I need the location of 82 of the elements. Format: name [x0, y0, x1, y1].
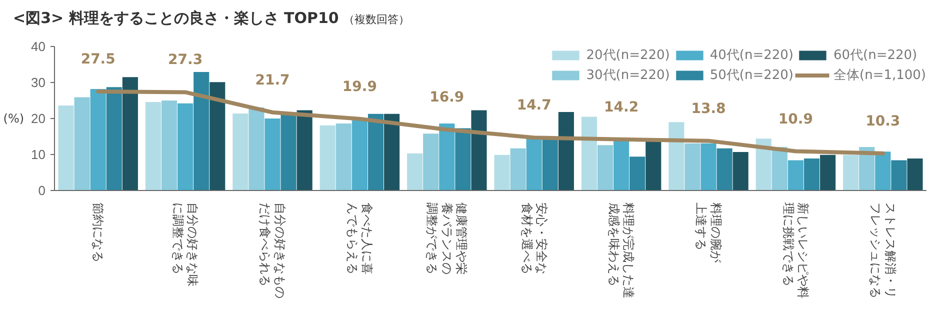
- bar: [630, 156, 646, 190]
- x-tick-label: 節約になる: [91, 202, 106, 262]
- bar: [280, 114, 296, 190]
- bar: [700, 143, 716, 190]
- bar: [843, 154, 859, 190]
- bar: [756, 138, 772, 190]
- y-tick-label: 0: [38, 183, 46, 198]
- bar: [264, 118, 280, 190]
- bar: [423, 134, 439, 190]
- bar: [526, 139, 542, 190]
- bar: [336, 124, 352, 190]
- x-tick-label: 料理の腕が上達する: [694, 202, 723, 264]
- data-label: 21.7: [255, 72, 290, 88]
- bar: [804, 158, 820, 190]
- bar: [106, 87, 122, 190]
- bar: [178, 103, 194, 190]
- bar: [542, 139, 558, 190]
- legend-label: 30代(n=220): [586, 67, 670, 84]
- bar: [820, 154, 836, 190]
- text: (%): [3, 112, 24, 126]
- x-tick-label: 自分の好きなものだけ食べられる: [258, 202, 287, 298]
- bar: [296, 110, 312, 190]
- data-label: 27.3: [168, 52, 203, 68]
- bar: [614, 140, 630, 190]
- bar: [384, 114, 400, 190]
- legend-label: 50代(n=220): [710, 67, 794, 84]
- bar: [145, 102, 161, 190]
- data-label: 13.8: [691, 100, 726, 117]
- bar: [122, 77, 138, 190]
- bar: [439, 124, 455, 190]
- bar: [407, 153, 423, 190]
- y-tick-label: 40: [31, 39, 46, 54]
- bar: [471, 110, 487, 190]
- bar: [194, 72, 210, 190]
- bar: [510, 148, 526, 190]
- x-tick-label: 料理が完成した達成感を味わえる: [606, 202, 636, 298]
- y-tick-label: 10: [31, 147, 46, 162]
- bar: [74, 97, 90, 190]
- legend-label: 60代(n=220): [834, 47, 918, 64]
- chart-subtitle: （複数回答）: [344, 13, 410, 26]
- bar: [684, 143, 700, 190]
- data-label: 10.3: [866, 113, 900, 130]
- bar: [455, 128, 471, 190]
- legend-label: 全体(n=1,100): [834, 67, 926, 84]
- x-tick-label: 安心・安全な食材を選べる: [520, 202, 548, 274]
- x-tick-label: 新しいレシピや料理に挑戦できる: [781, 202, 810, 298]
- bar: [668, 122, 684, 190]
- x-tick-label: 健康管理や栄養バランスの調整ができる: [425, 202, 469, 274]
- legend-label: 40代(n=220): [710, 47, 794, 64]
- bar: [558, 112, 574, 190]
- bar: [875, 152, 891, 190]
- bar: [161, 100, 178, 190]
- bar: [248, 107, 264, 190]
- data-label: 27.5: [80, 52, 116, 68]
- bar: [58, 106, 74, 190]
- bar: [581, 116, 597, 190]
- bar: [907, 158, 923, 190]
- chart-title: <図3> 料理をすることの良さ・楽しさ TOP10: [13, 9, 339, 27]
- data-label: 16.9: [430, 90, 464, 106]
- bar: [646, 142, 662, 190]
- bar: [232, 113, 248, 190]
- x-tick-label: ストレス解消・リフレッシュになる: [868, 202, 898, 298]
- x-tick-label: 自分の好きな味に調整できる: [170, 202, 200, 286]
- bar: [597, 145, 614, 190]
- bar: [494, 154, 510, 190]
- bar: [716, 148, 732, 190]
- data-label: 19.9: [342, 78, 377, 95]
- bar: [210, 82, 226, 190]
- data-label: 14.2: [604, 99, 639, 116]
- x-tick-label: 食べた人に喜んでもらえる: [345, 202, 374, 274]
- bar: [368, 114, 384, 190]
- bar: [320, 125, 336, 190]
- legend-label: 20代(n=220): [586, 47, 670, 64]
- bar: [732, 152, 748, 190]
- data-label: 14.7: [516, 98, 552, 114]
- bar: [90, 88, 106, 190]
- data-label: 10.9: [778, 111, 813, 128]
- y-tick-label: 20: [31, 111, 46, 126]
- bar: [352, 120, 368, 190]
- bar: [891, 160, 907, 190]
- bar: [788, 160, 804, 190]
- y-tick-label: 30: [31, 75, 46, 90]
